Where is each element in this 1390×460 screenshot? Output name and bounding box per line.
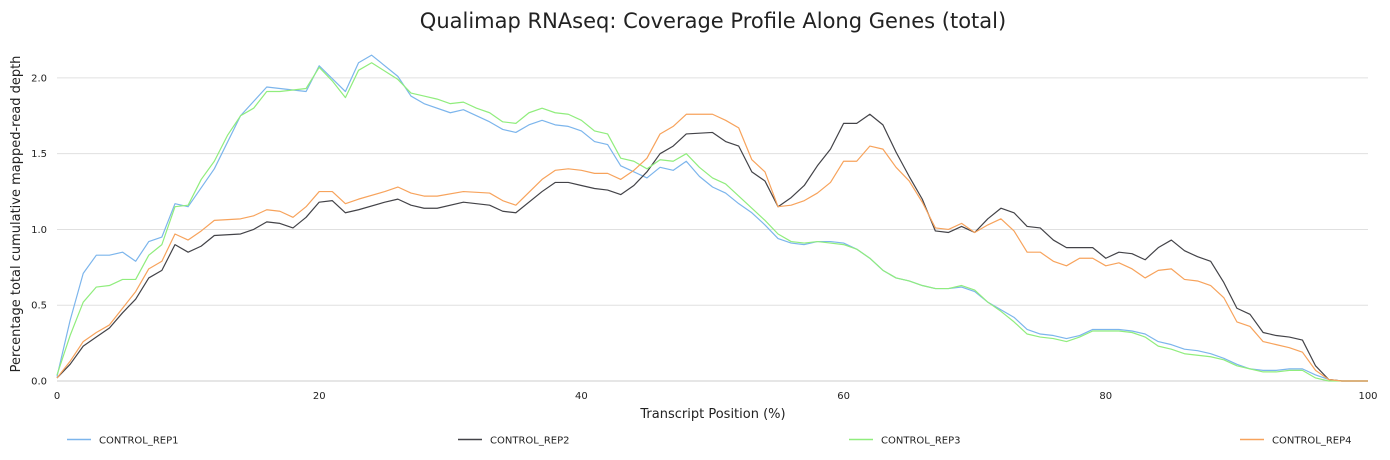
y-tick-label: 1.0 [31, 225, 47, 236]
legend-label: CONTROL_REP2 [490, 436, 570, 447]
y-tick-label: 1.5 [31, 149, 47, 160]
legend-item: CONTROL_REP1 [67, 436, 179, 447]
x-tick-label: 60 [837, 391, 850, 402]
x-tick-label: 0 [54, 391, 60, 402]
legend: CONTROL_REP1 CONTROL_REP2 CONTROL_REP3 CONT… [67, 436, 1352, 447]
y-tick-label: 0.5 [31, 301, 47, 312]
y-tick-label: 0.0 [31, 377, 47, 388]
series-lines [56, 54, 1368, 382]
legend-item: CONTROL_REP3 [849, 436, 961, 447]
legend-item: CONTROL_REP4 [1240, 436, 1352, 447]
x-tick-label: 20 [313, 391, 326, 402]
series-line-control-rep1 [56, 54, 1368, 382]
x-tick-label: 80 [1099, 391, 1112, 402]
series-line-control-rep3 [56, 62, 1368, 382]
tick-labels: 0.0 0.5 1.0 1.5 2.0 0 20 40 60 80 100 [31, 73, 1377, 402]
legend-item: CONTROL_REP2 [458, 436, 570, 447]
legend-label: CONTROL_REP1 [99, 436, 179, 447]
series-line-control-rep2 [56, 113, 1368, 382]
x-tick-label: 100 [1358, 391, 1377, 402]
legend-label: CONTROL_REP3 [881, 436, 961, 447]
chart-title: Qualimap RNAseq: Coverage Profile Along … [420, 9, 1006, 33]
legend-label: CONTROL_REP4 [1272, 436, 1352, 447]
x-axis-label: Transcript Position (%) [639, 407, 785, 422]
series-line-control-rep4 [56, 113, 1368, 382]
y-axis-label: Percentage total cumulative mapped-read … [9, 56, 24, 373]
grid-lines [57, 77, 1368, 306]
x-tick-label: 40 [575, 391, 588, 402]
y-tick-label: 2.0 [31, 73, 47, 84]
